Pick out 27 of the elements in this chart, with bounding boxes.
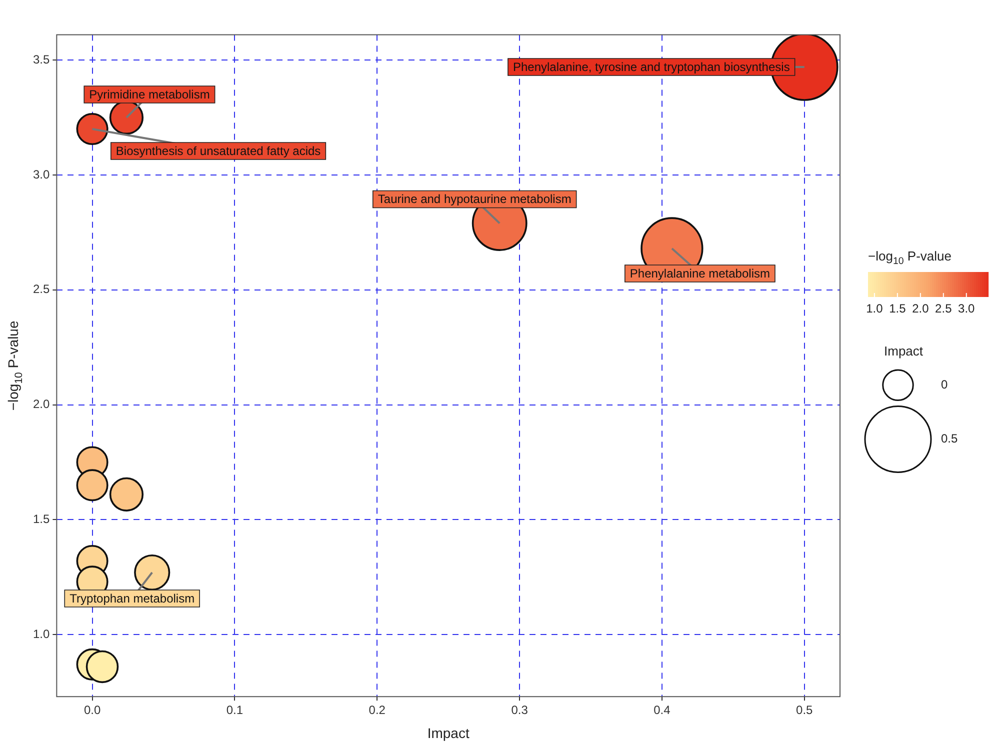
y-axis-title: −log10 P-value [4, 320, 25, 411]
legend-title: Impact [884, 344, 924, 359]
annotation: Tryptophan metabolism [70, 591, 195, 606]
y-tick-label: 3.5 [32, 52, 50, 66]
x-tick-label: 0.1 [226, 703, 244, 718]
x-tick-label: 0.2 [368, 703, 386, 718]
x-axis-title: Impact [427, 724, 470, 741]
color-bar-label: 3.0 [958, 301, 976, 316]
color-bar-label: 2.0 [912, 301, 930, 316]
annotation: Taurine and hypotaurine metabolism [378, 192, 572, 206]
legend-label: 0.5 [941, 432, 958, 446]
y-tick-label: 1.5 [32, 512, 50, 526]
color-bar-label: 1.5 [889, 301, 906, 316]
color-bar-label: 1.0 [866, 301, 884, 316]
x-tick-label: 0.0 [84, 703, 101, 718]
y-tick-label: 2.5 [32, 282, 50, 296]
y-tick-label: 1.0 [32, 626, 50, 641]
annotation: Pyrimidine metabolism [89, 87, 210, 102]
x-tick-label: 0.4 [654, 703, 671, 718]
y-tick-label: 3.0 [32, 167, 50, 182]
x-tick-label: 0.5 [796, 703, 814, 718]
annotation: Biosynthesis of unsaturated fatty acids [116, 144, 321, 158]
x-tick-label: 0.3 [511, 703, 528, 718]
annotation: Phenylalanine metabolism [630, 266, 770, 280]
y-tick-label: 2.0 [32, 397, 50, 412]
legend-label: 0 [941, 377, 948, 392]
color-bar-label: 2.5 [935, 301, 952, 316]
